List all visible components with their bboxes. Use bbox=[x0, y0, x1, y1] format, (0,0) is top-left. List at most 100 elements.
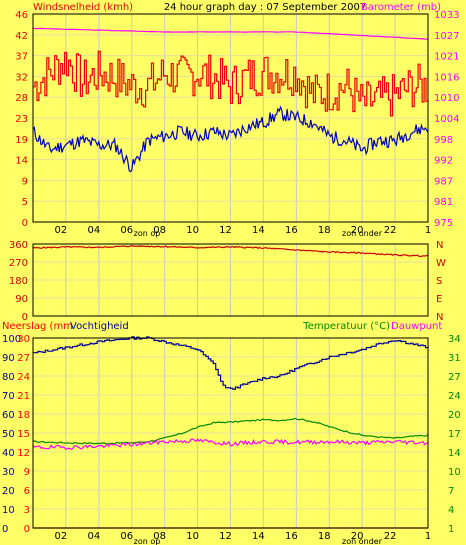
humidity-tick-label: 90 bbox=[2, 353, 15, 364]
series-dewpoint-line bbox=[32, 438, 428, 451]
rain-tick-label: 0 bbox=[24, 524, 30, 535]
sunset-label-bottom: zon onder bbox=[342, 537, 383, 545]
wind-tick-label: 42 bbox=[15, 31, 28, 42]
wind-tick-label: 28 bbox=[15, 93, 28, 104]
x-tick-label: 08 bbox=[153, 531, 166, 542]
rain-tick-label: 9 bbox=[24, 467, 30, 478]
humidity-tick-label: 100 bbox=[2, 334, 21, 345]
x-tick-label: 14 bbox=[252, 225, 265, 236]
temperature-tick-label: 24 bbox=[448, 391, 461, 402]
compass-tick-label: E bbox=[436, 294, 442, 305]
humidity-tick-label: 50 bbox=[2, 429, 15, 440]
compass-tick-label: N bbox=[436, 312, 443, 323]
rain-tick-label: 18 bbox=[17, 410, 30, 421]
rain-tick-label: 27 bbox=[17, 353, 30, 364]
x-tick-label: 04 bbox=[87, 225, 100, 236]
x-tick-label: 20 bbox=[351, 225, 364, 236]
grid-layer bbox=[33, 13, 429, 529]
rain-axis-label: Neerslag (mm bbox=[2, 321, 73, 332]
series-gust-line bbox=[33, 50, 429, 117]
wind-tick-label: 0 bbox=[22, 218, 28, 229]
x-tick-label: 22 bbox=[384, 225, 397, 236]
series-barometer-line bbox=[32, 27, 429, 40]
x-tick-label: 18 bbox=[318, 531, 331, 542]
x-tick-label: 20 bbox=[351, 531, 364, 542]
temperature-tick-label: 4 bbox=[448, 505, 454, 516]
temperature-tick-label: 27 bbox=[448, 372, 461, 383]
series-direction-line bbox=[32, 244, 429, 258]
wind-tick-label: 46 bbox=[15, 10, 28, 21]
wind-tick-label: 9 bbox=[22, 176, 28, 187]
rain-tick-label: 12 bbox=[17, 448, 30, 459]
rain-tick-label: 15 bbox=[17, 429, 30, 440]
wind-tick-label: 32 bbox=[15, 72, 28, 83]
humidity-tick-label: 10 bbox=[2, 505, 15, 516]
barometer-tick-label: 1033 bbox=[434, 10, 459, 21]
barometer-tick-label: 998 bbox=[434, 135, 453, 146]
x-tick-label: 16 bbox=[285, 531, 298, 542]
temperature-tick-label: 7 bbox=[448, 486, 454, 497]
direction-tick-label: 0 bbox=[22, 312, 28, 323]
chart-title: 24 hour graph day : 07 September 2007 bbox=[164, 2, 366, 13]
x-tick-label: 04 bbox=[87, 531, 100, 542]
sunrise-label-top: zon op bbox=[134, 229, 161, 238]
humidity-tick-label: 40 bbox=[2, 448, 15, 459]
barometer-tick-label: 992 bbox=[434, 156, 453, 167]
temperature-axis-label: Temperatuur (°C) bbox=[302, 321, 390, 332]
x-tick-label: 02 bbox=[55, 225, 68, 236]
humidity-tick-label: 60 bbox=[2, 410, 15, 421]
wind-tick-label: 23 bbox=[15, 114, 28, 125]
compass-tick-label: S bbox=[436, 276, 442, 287]
x-tick-label: 12 bbox=[219, 531, 232, 542]
barometer-tick-label: 987 bbox=[434, 176, 453, 187]
x-tick-label: 18 bbox=[318, 225, 331, 236]
wind-tick-label: 5 bbox=[22, 197, 28, 208]
x-tick-label: 06 bbox=[120, 225, 133, 236]
x-tick-label: 1 bbox=[425, 225, 431, 236]
temperature-tick-label: 1 bbox=[448, 524, 454, 535]
barometer-tick-label: 1016 bbox=[434, 72, 459, 83]
rain-tick-label: 24 bbox=[17, 372, 30, 383]
plot-frame-2 bbox=[32, 337, 429, 529]
humidity-tick-label: 20 bbox=[2, 486, 15, 497]
x-tick-label: 10 bbox=[186, 225, 199, 236]
temperature-tick-label: 31 bbox=[448, 353, 461, 364]
humidity-tick-label: 70 bbox=[2, 391, 15, 402]
series-average-wind-line bbox=[32, 105, 429, 173]
humidity-axis-label: Vochtigheid bbox=[70, 321, 129, 332]
barometer-tick-label: 1010 bbox=[434, 93, 459, 104]
temperature-tick-label: 14 bbox=[448, 448, 461, 459]
compass-tick-label: N bbox=[436, 240, 443, 251]
series-humidity-line bbox=[33, 336, 429, 390]
x-tick-label: 02 bbox=[55, 531, 68, 542]
barometer-tick-label: 981 bbox=[434, 197, 453, 208]
humidity-tick-label: 80 bbox=[2, 372, 15, 383]
x-tick-label: 12 bbox=[219, 225, 232, 236]
plot-frame-0 bbox=[32, 13, 429, 223]
sunrise-label-bottom: zon op bbox=[134, 537, 161, 545]
wind-tick-label: 14 bbox=[15, 156, 28, 167]
wind-axis-label: Windsnelheid (kmh) bbox=[33, 2, 133, 13]
series-temperature-line bbox=[33, 417, 429, 445]
barometer-tick-label: 1027 bbox=[434, 31, 459, 42]
temperature-tick-label: 17 bbox=[448, 429, 461, 440]
barometer-axis-label: Barometer (mb) bbox=[361, 2, 441, 13]
temperature-tick-label: 34 bbox=[448, 334, 461, 345]
direction-tick-label: 270 bbox=[9, 258, 28, 269]
sunset-label-top: zon onder bbox=[342, 229, 383, 238]
compass-tick-label: W bbox=[436, 258, 446, 269]
axis-layer: 02 04 06 08 10 12 14 16 18 20 22 102 04 06 08 10 12 14 16 1… bbox=[2, 10, 461, 542]
x-tick-label: 22 bbox=[384, 531, 397, 542]
x-tick-label: 16 bbox=[285, 225, 298, 236]
rain-tick-label: 6 bbox=[24, 486, 30, 497]
plot-frame-1 bbox=[32, 243, 429, 317]
humidity-tick-label: 30 bbox=[2, 467, 15, 478]
barometer-tick-label: 975 bbox=[434, 218, 453, 229]
temperature-tick-label: 10 bbox=[448, 467, 461, 478]
x-tick-label: 1 bbox=[425, 531, 431, 542]
rain-tick-label: 21 bbox=[17, 391, 30, 402]
barometer-tick-label: 1004 bbox=[434, 114, 459, 125]
x-tick-label: 06 bbox=[120, 531, 133, 542]
